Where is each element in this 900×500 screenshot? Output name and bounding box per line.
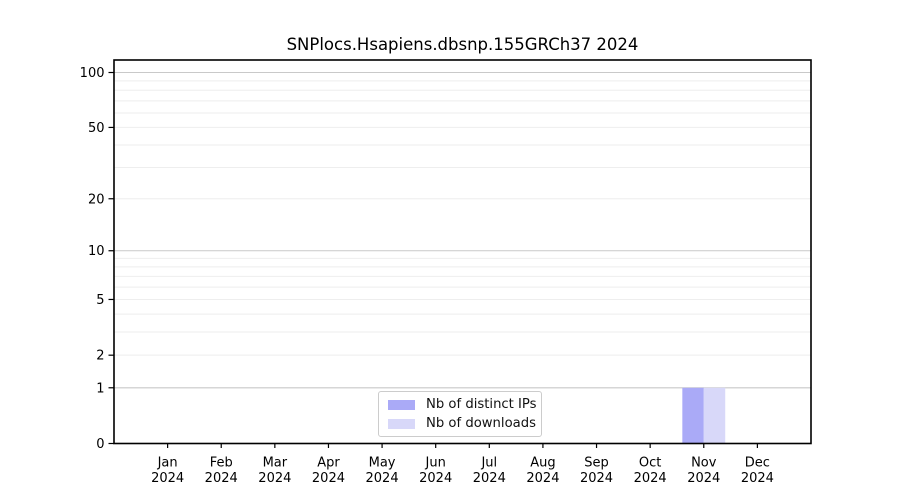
legend: Nb of distinct IPs Nb of downloads [378, 391, 542, 437]
y-tick-label-0: 0 [96, 437, 104, 452]
x-tick-label-may-2024: May 2024 [366, 456, 399, 487]
x-tick-label-feb-2024: Feb 2024 [205, 456, 238, 487]
legend-label-distinct-ips: Nb of distinct IPs [426, 397, 537, 412]
x-tick-label-jun-2024: Jun 2024 [419, 456, 452, 487]
y-tick-label-20: 20 [88, 192, 105, 207]
bar-nov-2024-nb-of-downloads [703, 387, 726, 444]
x-tick-label-dec-2024: Dec 2024 [741, 456, 774, 487]
y-tick-label-2: 2 [96, 349, 104, 364]
x-tick-label-nov-2024: Nov 2024 [687, 456, 720, 487]
x-tick-label-mar-2024: Mar 2024 [258, 456, 291, 487]
x-tick-label-apr-2024: Apr 2024 [312, 456, 345, 487]
legend-item-distinct-ips: Nb of distinct IPs [388, 397, 537, 412]
x-tick-label-jan-2024: Jan 2024 [151, 456, 184, 487]
legend-swatch-distinct-ips [388, 399, 415, 410]
bar-nov-2024-nb-of-distinct-ips [682, 387, 704, 444]
legend-label-downloads: Nb of downloads [426, 416, 536, 431]
chart-title: SNPlocs.Hsapiens.dbsnp.155GRCh37 2024 [286, 35, 639, 54]
y-tick-label-5: 5 [96, 293, 104, 308]
x-tick-label-aug-2024: Aug 2024 [526, 456, 559, 487]
y-tick-label-100: 100 [80, 66, 105, 81]
legend-item-downloads: Nb of downloads [388, 416, 536, 431]
x-tick-label-jul-2024: Jul 2024 [473, 456, 506, 487]
legend-swatch-downloads [388, 418, 415, 429]
x-tick-label-oct-2024: Oct 2024 [634, 456, 667, 487]
plot-border [113, 59, 812, 445]
y-tick-label-50: 50 [88, 121, 105, 136]
y-tick-label-10: 10 [88, 244, 105, 259]
y-tick-label-1: 1 [96, 381, 104, 396]
x-tick-label-sep-2024: Sep 2024 [580, 456, 613, 487]
